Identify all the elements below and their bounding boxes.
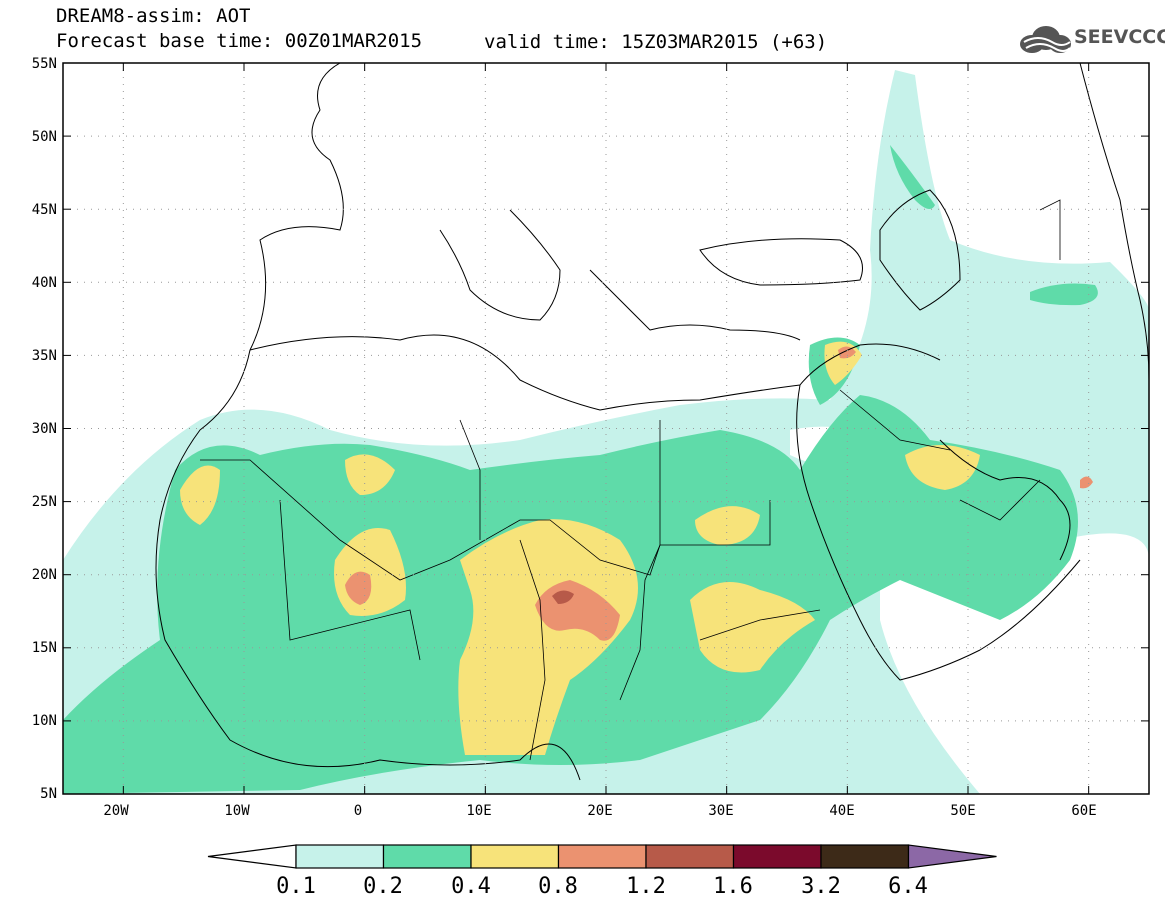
aot-region-04-morocco [180, 465, 220, 525]
axis-ticks [63, 62, 1149, 795]
coastlines [155, 63, 1149, 781]
aot-field [63, 63, 1149, 794]
lon-label: 10W [224, 803, 250, 819]
aot-region-08-gulf [1080, 476, 1093, 489]
aot-region-04-egypt [695, 506, 760, 545]
lon-label: 0 [354, 803, 362, 819]
lon-label: 10E [466, 803, 491, 819]
lon-label: 20E [587, 803, 612, 819]
valid-time: valid time: 15Z03MAR2015 (+63) [484, 31, 828, 53]
aot-region-02-caspian [890, 145, 935, 209]
aot-region-04-sudan [690, 582, 815, 673]
lat-label: 25N [32, 494, 57, 510]
lat-label: 45N [32, 202, 57, 218]
lon-label: 60E [1071, 803, 1096, 819]
aot-region-04-arabia [905, 445, 980, 490]
logo-text: SEEVCCC [1074, 26, 1165, 48]
aot-region-12 [552, 590, 574, 604]
aot-region-02-iran [1030, 283, 1098, 306]
country-borders [200, 199, 1061, 761]
aot-region-04-chad [458, 519, 638, 755]
lat-label: 30N [32, 421, 57, 437]
map-title: DREAM8-assim: AOT [56, 5, 251, 27]
aot-region-04-algeria [345, 454, 395, 495]
lat-label: 50N [32, 129, 57, 145]
lat-label: 40N [32, 275, 57, 291]
graticule [63, 63, 1149, 794]
lat-label: 5N [40, 786, 57, 802]
lat-labels: 55N 50N 45N 40N 35N 30N 25N 20N 15N 10N … [32, 56, 57, 802]
aot-region-08-mali [345, 571, 372, 605]
lon-label: 40E [829, 803, 854, 819]
lat-label: 55N [32, 56, 57, 72]
lat-label: 15N [32, 640, 57, 656]
base-time: Forecast base time: 00Z01MAR2015 [56, 30, 423, 52]
lat-label: 20N [32, 567, 57, 583]
cloud-icon [1020, 26, 1071, 53]
lon-label: 50E [950, 803, 975, 819]
lon-label: 30E [708, 803, 733, 819]
lat-label: 10N [32, 713, 57, 729]
lat-label: 35N [32, 348, 57, 364]
lon-label: 20W [103, 803, 129, 819]
aot-region-08-iraq [838, 346, 856, 359]
lon-labels: 20W 10W 0 10E 20E 30E 40E 50E 60E [103, 803, 1096, 819]
